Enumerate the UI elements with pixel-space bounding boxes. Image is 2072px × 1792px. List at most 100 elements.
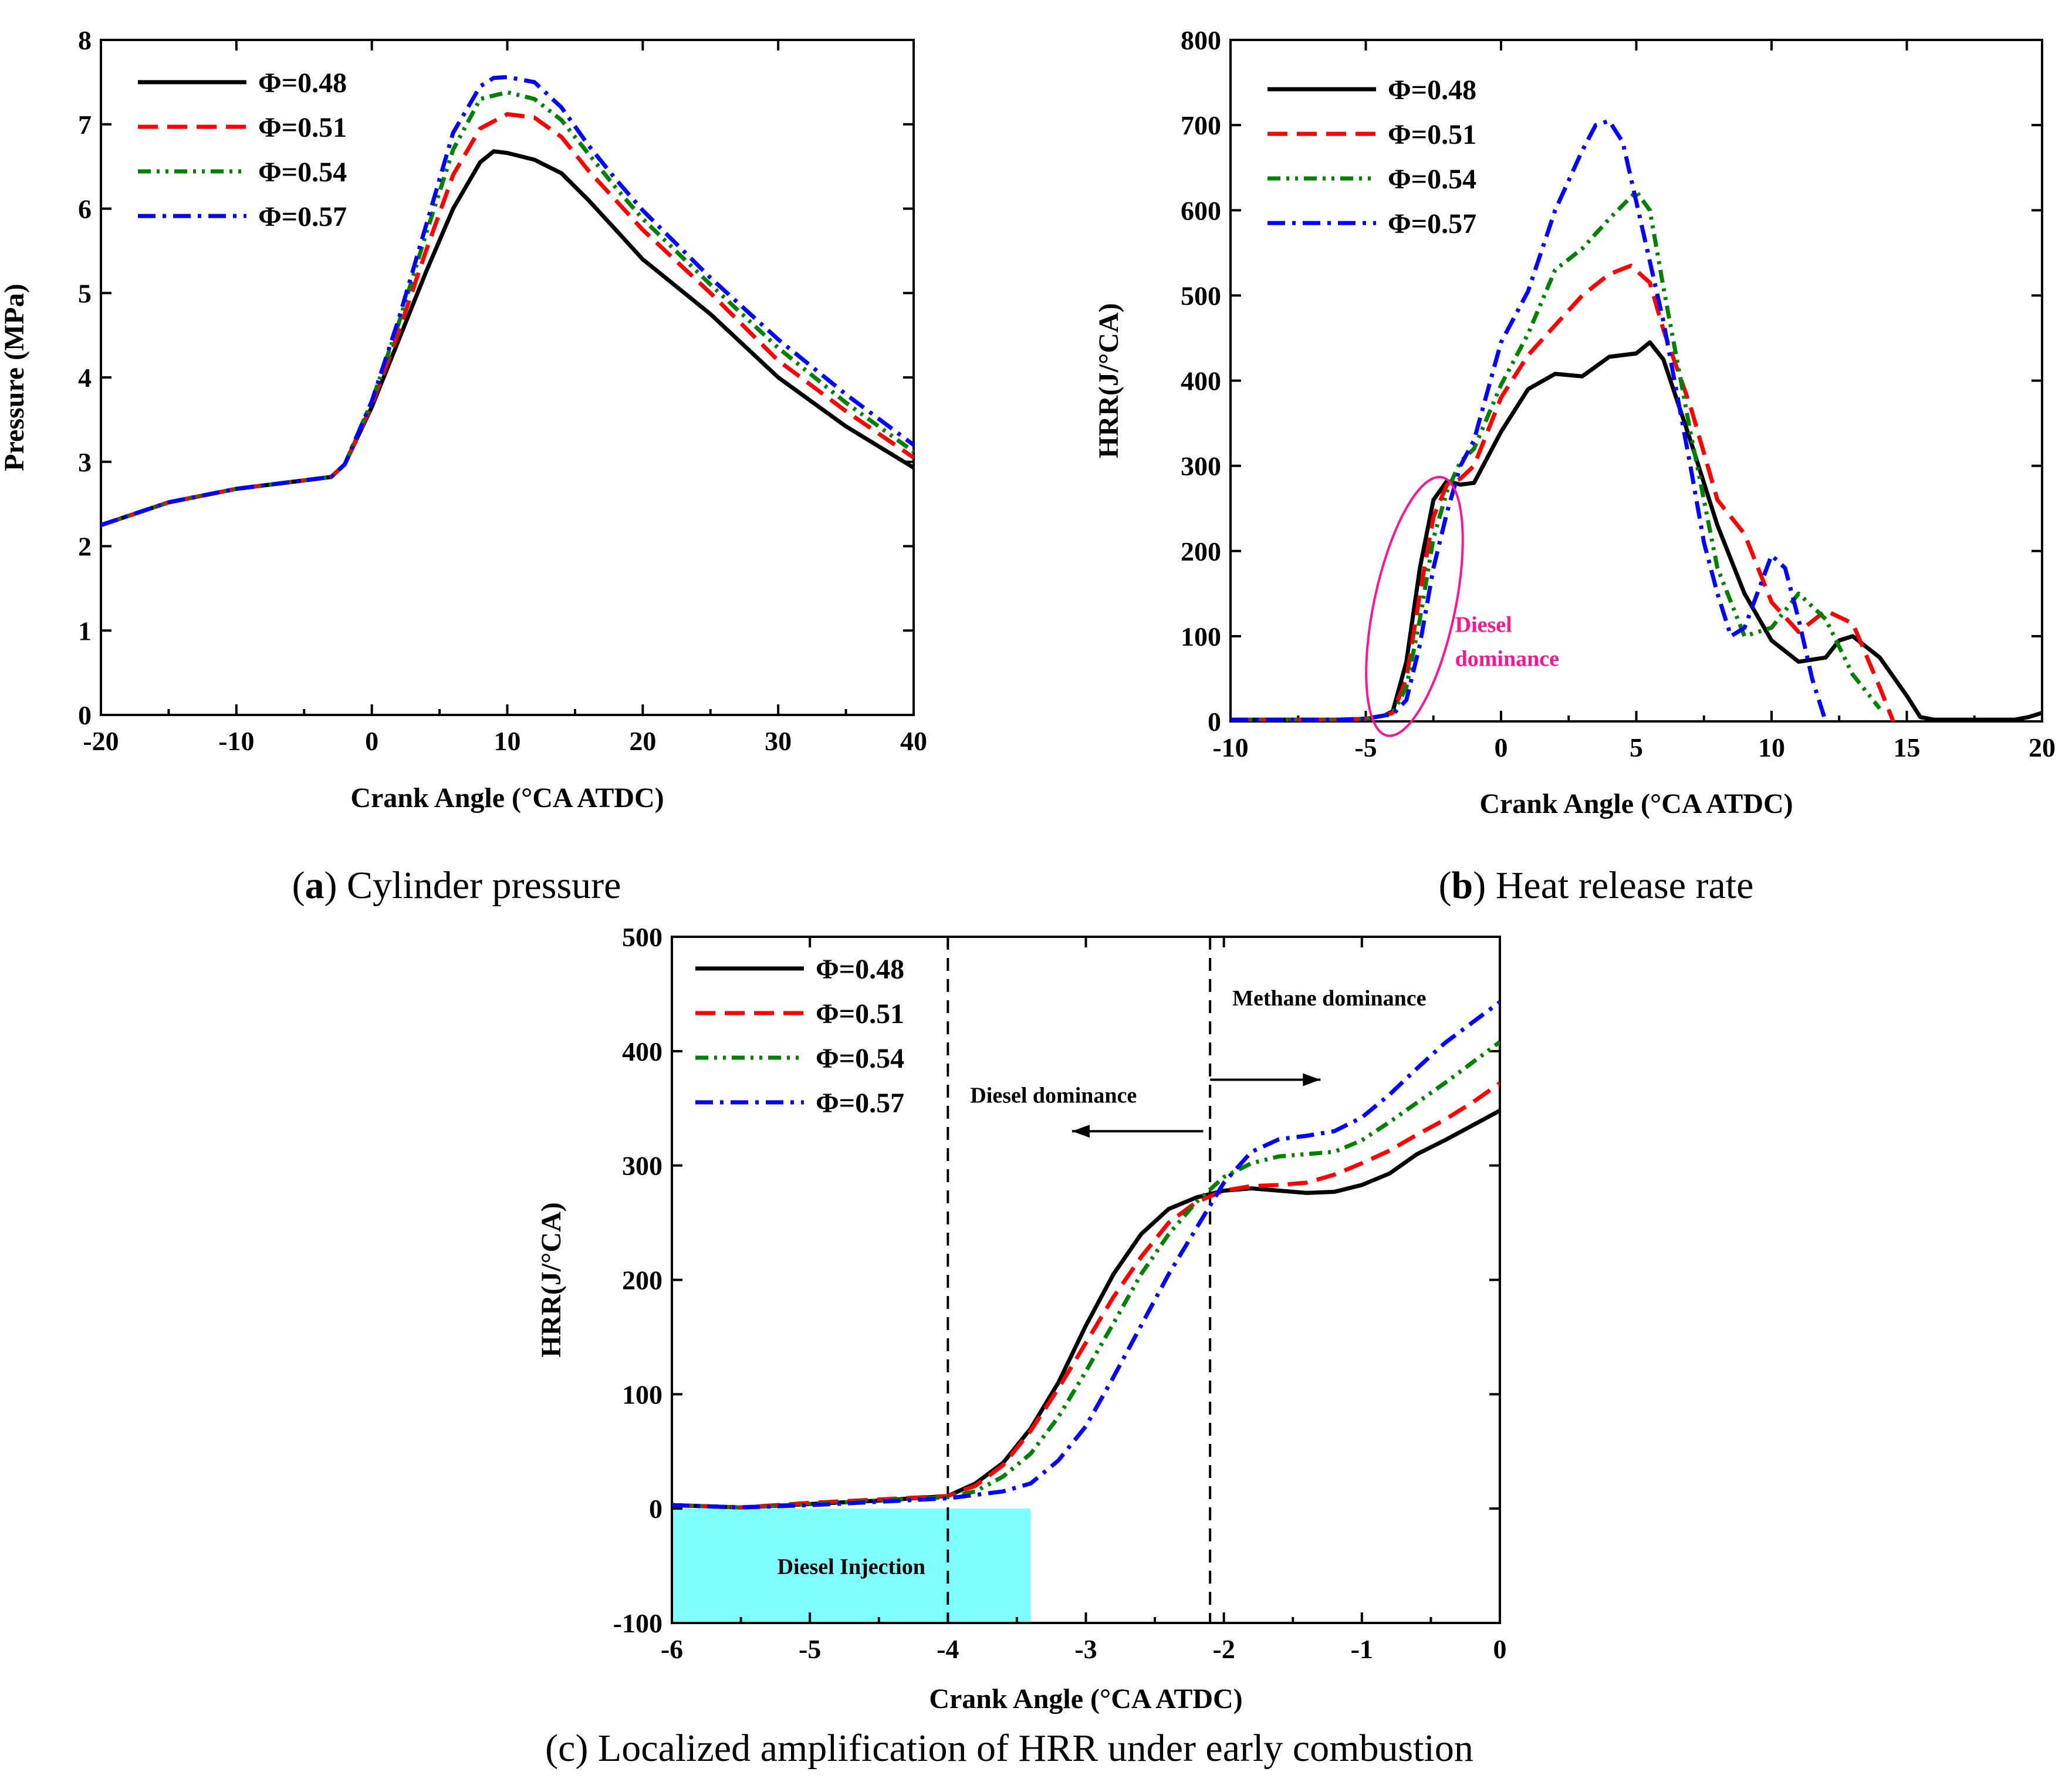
x-tick-label: -5 (799, 1634, 821, 1664)
x-tick-label: 20 (2029, 733, 2056, 762)
y-tick-label: 600 (1181, 195, 1221, 225)
y-axis-title: Pressure (MPa) (0, 284, 30, 471)
caption-letter: a (305, 864, 325, 907)
x-tick-label: 0 (1493, 1634, 1507, 1664)
annotation-text: Diesel (1455, 613, 1512, 637)
x-tick-label: -6 (661, 1634, 683, 1664)
x-tick-label: 10 (1758, 733, 1785, 762)
x-tick-label: -3 (1074, 1634, 1097, 1664)
diesel-injection-region (672, 1508, 1031, 1623)
x-tick-label: 5 (1630, 733, 1643, 762)
caption-paren-close: ) (575, 1727, 597, 1770)
x-tick-label: -10 (218, 726, 254, 756)
panel-caption: (b) Heat release rate (1439, 864, 1754, 907)
x-tick-label: 20 (629, 726, 656, 756)
legend-label: Φ=0.54 (816, 1043, 904, 1074)
legend-label: Φ=0.48 (1388, 75, 1476, 106)
panel-c-localized-hrr: Diesel Injection -6 -5 -4 -3 -2 -1 0 -100 0 100 200… (536, 922, 1507, 1770)
series-group (101, 75, 914, 527)
series-line-phi-0.51 (101, 112, 914, 527)
x-axis-title: Crank Angle (°CA ATDC) (350, 782, 664, 814)
series-line-phi-0.57 (1231, 119, 1828, 721)
arrow-head (1072, 1125, 1090, 1138)
caption-paren-close: ) (325, 864, 347, 907)
x-tick-label: -5 (1354, 733, 1377, 762)
x-tick-label: -10 (1212, 733, 1248, 762)
legend-label: Φ=0.57 (816, 1088, 904, 1119)
panel-a-cylinder-pressure: -20 -10 0 10 20 30 40 0 1 2 3 4 5 6 7 8 Crank Angle (°CA… (0, 25, 927, 907)
series-line-phi-0.48 (101, 149, 914, 527)
legend-label: Φ=0.54 (1388, 164, 1476, 195)
y-tick-label: 400 (1181, 366, 1221, 396)
legend: Φ=0.48 Φ=0.51 Φ=0.54 Φ=0.57 (695, 954, 904, 1119)
legend-label: Φ=0.48 (258, 68, 347, 99)
y-tick-label: 0 (78, 700, 92, 730)
y-tick-label: -100 (613, 1608, 663, 1638)
series-line-phi-0.57 (672, 1000, 1500, 1510)
series-group (672, 1000, 1500, 1510)
annotation-text: Methane dominance (1232, 986, 1426, 1011)
y-tick-label: 200 (1181, 536, 1221, 566)
plot-frame (1229, 39, 2043, 723)
legend-label: Φ=0.57 (1388, 208, 1476, 239)
caption-paren-open: ( (545, 1727, 558, 1770)
panel-caption: (c) Localized amplification of HRR under… (545, 1727, 1473, 1770)
y-tick-label: 800 (1181, 25, 1221, 55)
x-tick-label: 40 (900, 726, 927, 756)
legend-label: Φ=0.54 (258, 157, 347, 188)
x-axis-title: Crank Angle (°CA ATDC) (929, 1683, 1242, 1715)
legend: Φ=0.48 Φ=0.51 Φ=0.54 Φ=0.57 (138, 68, 347, 232)
diesel-dominance-ellipse (1365, 475, 1464, 737)
panel-b-heat-release-rate: -10 -5 0 5 10 15 200100200300400500600700800Cr… (1093, 25, 2056, 907)
panel-caption: (a) Cylinder pressure (292, 864, 621, 907)
y-tick-label: 500 (622, 922, 663, 952)
y-tick-label: 100 (622, 1379, 663, 1409)
y-tick-label: 400 (622, 1037, 663, 1067)
plot-frame (100, 39, 915, 716)
series-line-phi-0.48 (1231, 340, 2042, 721)
series-line-phi-0.54 (672, 1040, 1500, 1510)
y-axis-title: HRR(J/°CA) (536, 1202, 567, 1358)
y-tick-label: 4 (78, 363, 92, 393)
y-tick-label: 2 (78, 532, 92, 562)
caption-paren-close: ) (1473, 864, 1495, 907)
y-tick-label: 200 (622, 1265, 663, 1295)
y-tick-label: 6 (78, 194, 92, 224)
caption-letter: b (1452, 864, 1473, 907)
y-tick-label: 0 (649, 1494, 663, 1524)
legend-label: Φ=0.51 (258, 112, 347, 143)
arrow-head (1303, 1073, 1321, 1086)
caption-letter: c (558, 1727, 575, 1770)
legend-label: Φ=0.57 (258, 201, 347, 232)
legend: Φ=0.48 Φ=0.51 Φ=0.54 Φ=0.57 (1267, 75, 1476, 239)
legend-label: Φ=0.51 (1388, 119, 1476, 150)
x-tick-label: -20 (83, 726, 119, 756)
x-tick-label: -1 (1351, 1634, 1373, 1664)
y-axis-title: HRR(J/°CA) (1093, 303, 1124, 458)
x-tick-label: 10 (494, 726, 521, 756)
diesel-injection-label: Diesel Injection (778, 1555, 925, 1580)
caption-text: Localized amplification of HRR under ear… (598, 1727, 1473, 1770)
x-tick-label: -4 (937, 1634, 959, 1664)
y-tick-label: 500 (1181, 281, 1221, 311)
x-axis-title: Crank Angle (°CA ATDC) (1479, 788, 1793, 819)
caption-paren-open: ( (1439, 864, 1452, 907)
x-tick-label: 30 (765, 726, 792, 756)
y-tick-label: 300 (1181, 451, 1221, 481)
caption-paren-open: ( (292, 864, 305, 907)
y-tick-label: 7 (78, 110, 92, 140)
caption-text: Heat release rate (1496, 864, 1754, 907)
y-tick-label: 100 (1181, 622, 1221, 652)
y-tick-label: 3 (78, 447, 92, 477)
y-tick-label: 0 (1208, 707, 1221, 737)
x-tick-label: 15 (1894, 733, 1921, 762)
series-line-phi-0.48 (672, 1109, 1500, 1510)
y-tick-label: 8 (78, 25, 92, 55)
y-tick-label: 300 (622, 1151, 663, 1181)
legend-label: Φ=0.48 (816, 954, 904, 985)
series-line-phi-0.54 (101, 90, 914, 527)
series-line-phi-0.51 (1231, 264, 1895, 721)
series-group (1231, 119, 2042, 721)
caption-text: Cylinder pressure (347, 864, 621, 907)
